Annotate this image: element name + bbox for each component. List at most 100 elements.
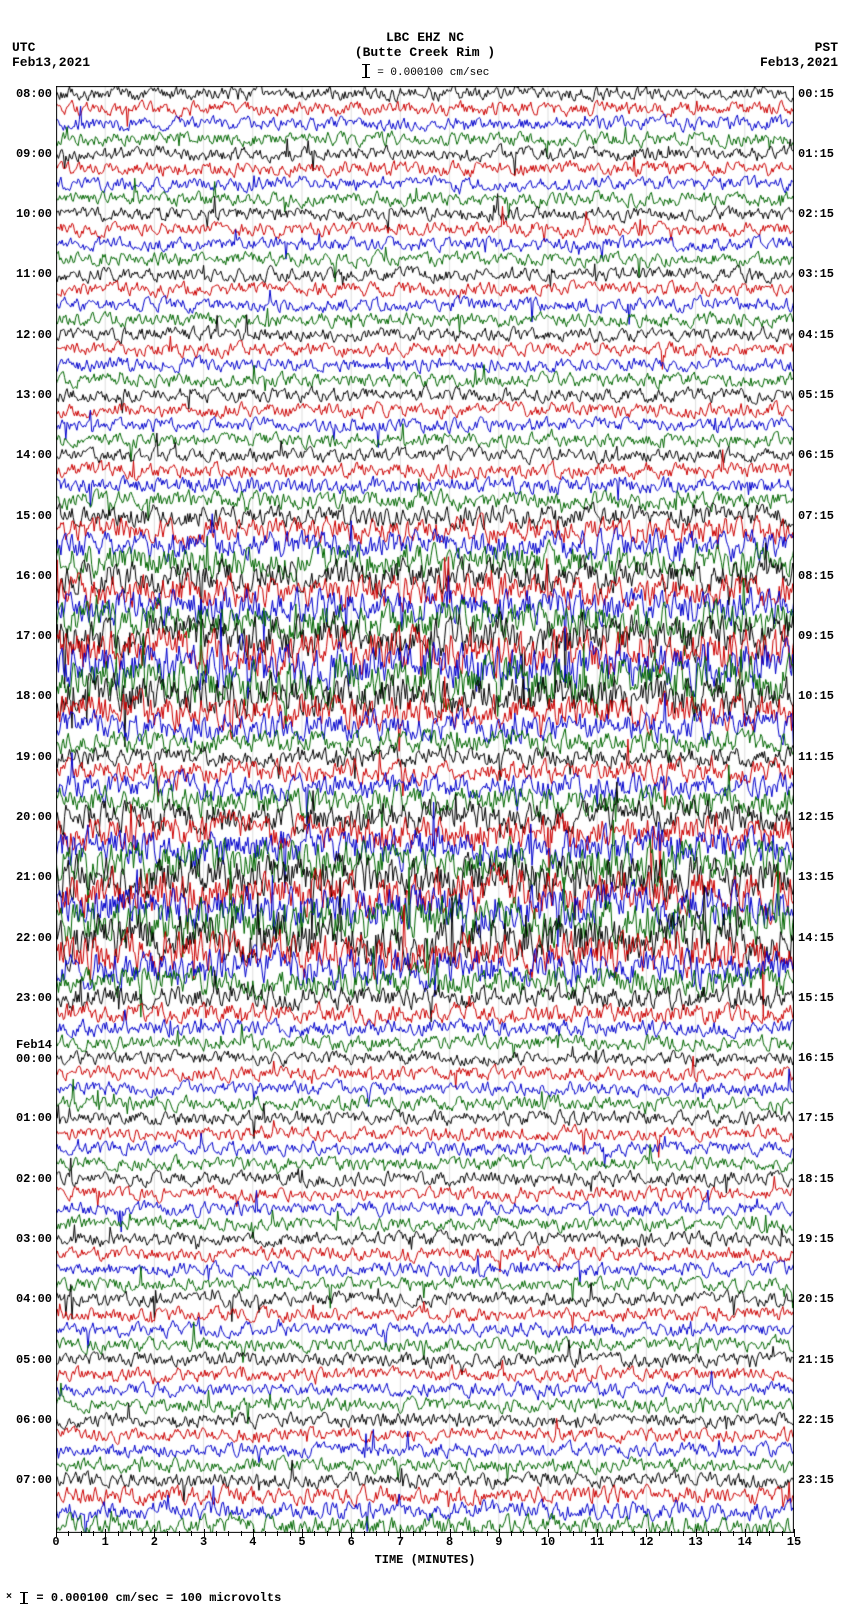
x-tick-label: 15 <box>787 1535 801 1549</box>
utc-time-label: 08:00 <box>16 87 52 101</box>
pst-time-label: 10:15 <box>798 689 834 703</box>
footer-marker: × <box>6 1592 12 1603</box>
chart-footer: × = 0.000100 cm/sec = 100 microvolts <box>6 1591 281 1605</box>
utc-time-label: 11:00 <box>16 267 52 281</box>
x-minor-tick <box>376 1531 377 1536</box>
x-minor-tick <box>536 1531 537 1536</box>
utc-time-label: 23:00 <box>16 991 52 1005</box>
footer-scale-bar-icon <box>23 1592 25 1604</box>
x-minor-tick <box>474 1531 475 1536</box>
x-minor-tick <box>671 1531 672 1536</box>
pst-time-label: 01:15 <box>798 147 834 161</box>
x-tick-label: 11 <box>590 1535 604 1549</box>
x-minor-tick <box>179 1531 180 1536</box>
x-minor-tick <box>622 1531 623 1536</box>
pst-time-label: 00:15 <box>798 87 834 101</box>
x-tick-label: 6 <box>348 1535 355 1549</box>
x-minor-tick <box>487 1531 488 1536</box>
x-tick-label: 1 <box>102 1535 109 1549</box>
pst-time-label: 17:15 <box>798 1111 834 1125</box>
x-minor-tick <box>720 1531 721 1536</box>
pst-time-label: 18:15 <box>798 1172 834 1186</box>
x-minor-tick <box>277 1531 278 1536</box>
utc-time-label: 07:00 <box>16 1473 52 1487</box>
utc-time-label: 13:00 <box>16 388 52 402</box>
x-minor-tick <box>93 1531 94 1536</box>
utc-time-label: 05:00 <box>16 1353 52 1367</box>
x-minor-tick <box>573 1531 574 1536</box>
x-minor-tick <box>708 1531 709 1536</box>
seismogram-plot: 08:0009:0010:0011:0012:0013:0014:0015:00… <box>56 86 794 1533</box>
x-tick-label: 13 <box>688 1535 702 1549</box>
header-center: LBC EHZ NC (Butte Creek Rim ) <box>0 30 850 60</box>
utc-time-label: 15:00 <box>16 509 52 523</box>
footer-prefix: = 0.000100 cm/sec = <box>36 1591 173 1605</box>
x-tick-label: 9 <box>495 1535 502 1549</box>
chart-header: UTC Feb13,2021 LBC EHZ NC (Butte Creek R… <box>0 0 850 80</box>
x-tick-label: 10 <box>541 1535 555 1549</box>
utc-time-label: 04:00 <box>16 1292 52 1306</box>
utc-time-label: 19:00 <box>16 750 52 764</box>
x-minor-tick <box>634 1531 635 1536</box>
x-minor-tick <box>265 1531 266 1536</box>
pst-time-label: 23:15 <box>798 1473 834 1487</box>
x-minor-tick <box>757 1531 758 1536</box>
x-minor-tick <box>68 1531 69 1536</box>
x-minor-tick <box>413 1531 414 1536</box>
utc-time-label: 17:00 <box>16 629 52 643</box>
pst-time-label: 21:15 <box>798 1353 834 1367</box>
x-minor-tick <box>782 1531 783 1536</box>
x-minor-tick <box>290 1531 291 1536</box>
x-tick-label: 14 <box>738 1535 752 1549</box>
x-minor-tick <box>241 1531 242 1536</box>
x-minor-tick <box>437 1531 438 1536</box>
footer-suffix: 100 microvolts <box>180 1591 281 1605</box>
x-minor-tick <box>733 1531 734 1536</box>
utc-time-label: 21:00 <box>16 870 52 884</box>
scale-text: = 0.000100 cm/sec <box>377 67 489 79</box>
x-minor-tick <box>523 1531 524 1536</box>
x-minor-tick <box>339 1531 340 1536</box>
x-minor-tick <box>683 1531 684 1536</box>
pst-time-label: 02:15 <box>798 207 834 221</box>
pst-time-label: 19:15 <box>798 1232 834 1246</box>
pst-time-label: 11:15 <box>798 750 834 764</box>
x-tick-label: 2 <box>151 1535 158 1549</box>
x-tick-label: 3 <box>200 1535 207 1549</box>
x-minor-tick <box>228 1531 229 1536</box>
x-tick-label: 4 <box>249 1535 256 1549</box>
station-line1: LBC EHZ NC <box>0 30 850 45</box>
station-line2: (Butte Creek Rim ) <box>0 45 850 60</box>
utc-time-label: 01:00 <box>16 1111 52 1125</box>
x-minor-tick <box>118 1531 119 1536</box>
x-axis-label: TIME (MINUTES) <box>56 1553 794 1567</box>
seismogram-canvas <box>56 86 794 1533</box>
x-tick-label: 12 <box>639 1535 653 1549</box>
pst-time-label: 08:15 <box>798 569 834 583</box>
pst-time-label: 05:15 <box>798 388 834 402</box>
x-minor-tick <box>81 1531 82 1536</box>
x-minor-tick <box>130 1531 131 1536</box>
x-minor-tick <box>191 1531 192 1536</box>
x-tick-label: 8 <box>446 1535 453 1549</box>
pst-time-label: 13:15 <box>798 870 834 884</box>
x-minor-tick <box>216 1531 217 1536</box>
pst-time-label: 06:15 <box>798 448 834 462</box>
x-minor-tick <box>425 1531 426 1536</box>
scale-bar-icon <box>365 64 367 78</box>
x-minor-tick <box>388 1531 389 1536</box>
x-minor-tick <box>585 1531 586 1536</box>
x-minor-tick <box>560 1531 561 1536</box>
x-minor-tick <box>314 1531 315 1536</box>
x-minor-tick <box>142 1531 143 1536</box>
pst-time-label: 20:15 <box>798 1292 834 1306</box>
pst-time-label: 03:15 <box>798 267 834 281</box>
utc-time-label: 02:00 <box>16 1172 52 1186</box>
utc-time-label: 06:00 <box>16 1413 52 1427</box>
x-minor-tick <box>610 1531 611 1536</box>
x-minor-tick <box>364 1531 365 1536</box>
header-scale: = 0.000100 cm/sec <box>0 64 850 79</box>
x-tick-label: 0 <box>52 1535 59 1549</box>
pst-time-label: 04:15 <box>798 328 834 342</box>
utc-time-label: 03:00 <box>16 1232 52 1246</box>
